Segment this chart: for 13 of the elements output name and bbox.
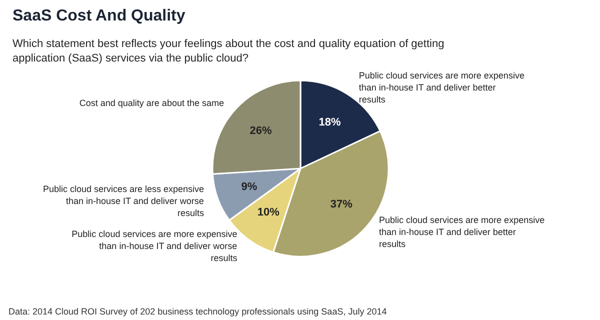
slice-label: Public cloud services are less expensive than in-house IT and deliver worse results (42, 184, 205, 218)
chart-subtitle: Which statement best reflects your feelings about the cost and quality equation of getting application (SaaS) services via the public cloud? (12, 38, 444, 64)
chart-title: SaaS Cost And Quality (12, 8, 186, 24)
data-label: 9% (241, 180, 258, 193)
slice-label: Public cloud services are more expensive than in-house IT and deliver worse results (72, 229, 238, 264)
data-label: 18% (318, 116, 341, 128)
slice-label: Public cloud services are more expensive than in-house IT and deliver better results (358, 70, 524, 104)
slice-label: Public cloud services are more expensive than in-house IT and deliver better results (379, 214, 545, 249)
text: Data: 2014 Cloud ROI Survey of 202 business technology professionals using SaaS, July 2014 (8, 306, 387, 316)
slice-label: Cost and quality are about the same (79, 98, 224, 108)
data-label: 26% (250, 125, 272, 138)
data-label: 10% (257, 206, 280, 219)
data-label: 37% (330, 198, 353, 211)
